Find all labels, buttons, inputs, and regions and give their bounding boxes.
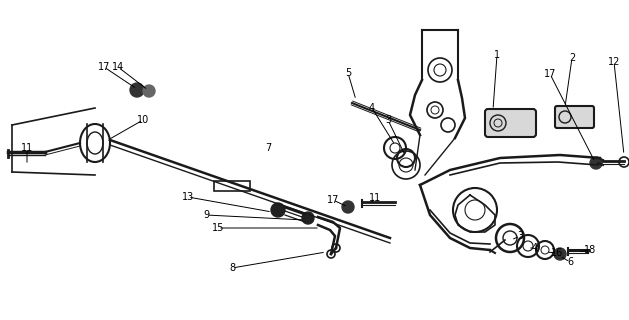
Text: 3: 3 bbox=[385, 115, 391, 125]
Text: 6: 6 bbox=[567, 257, 573, 267]
Text: 9: 9 bbox=[203, 210, 209, 220]
Circle shape bbox=[130, 83, 144, 97]
Text: 7: 7 bbox=[265, 143, 271, 153]
Circle shape bbox=[554, 248, 566, 260]
Circle shape bbox=[590, 157, 602, 169]
Circle shape bbox=[271, 203, 285, 217]
Text: 11: 11 bbox=[369, 193, 381, 203]
Text: 15: 15 bbox=[212, 223, 224, 233]
FancyBboxPatch shape bbox=[214, 181, 250, 191]
Text: 12: 12 bbox=[608, 57, 620, 67]
Circle shape bbox=[342, 201, 354, 213]
Text: 8: 8 bbox=[229, 263, 235, 273]
Text: 14: 14 bbox=[112, 62, 124, 72]
Text: 5: 5 bbox=[345, 68, 351, 78]
FancyBboxPatch shape bbox=[485, 109, 536, 137]
Text: 10: 10 bbox=[137, 115, 149, 125]
Text: 1: 1 bbox=[494, 50, 500, 60]
Text: 17: 17 bbox=[327, 195, 339, 205]
Text: 4: 4 bbox=[369, 103, 375, 113]
Text: 13: 13 bbox=[182, 192, 194, 202]
Circle shape bbox=[302, 212, 314, 224]
FancyBboxPatch shape bbox=[555, 106, 594, 128]
Text: 11: 11 bbox=[21, 143, 33, 153]
Circle shape bbox=[143, 85, 155, 97]
Text: 3: 3 bbox=[517, 231, 523, 241]
Text: 18: 18 bbox=[584, 245, 596, 255]
Text: 4: 4 bbox=[532, 243, 538, 253]
Text: 17: 17 bbox=[544, 69, 556, 79]
Text: 2: 2 bbox=[569, 53, 575, 63]
Text: 17: 17 bbox=[98, 62, 110, 72]
Text: 16: 16 bbox=[551, 248, 563, 258]
